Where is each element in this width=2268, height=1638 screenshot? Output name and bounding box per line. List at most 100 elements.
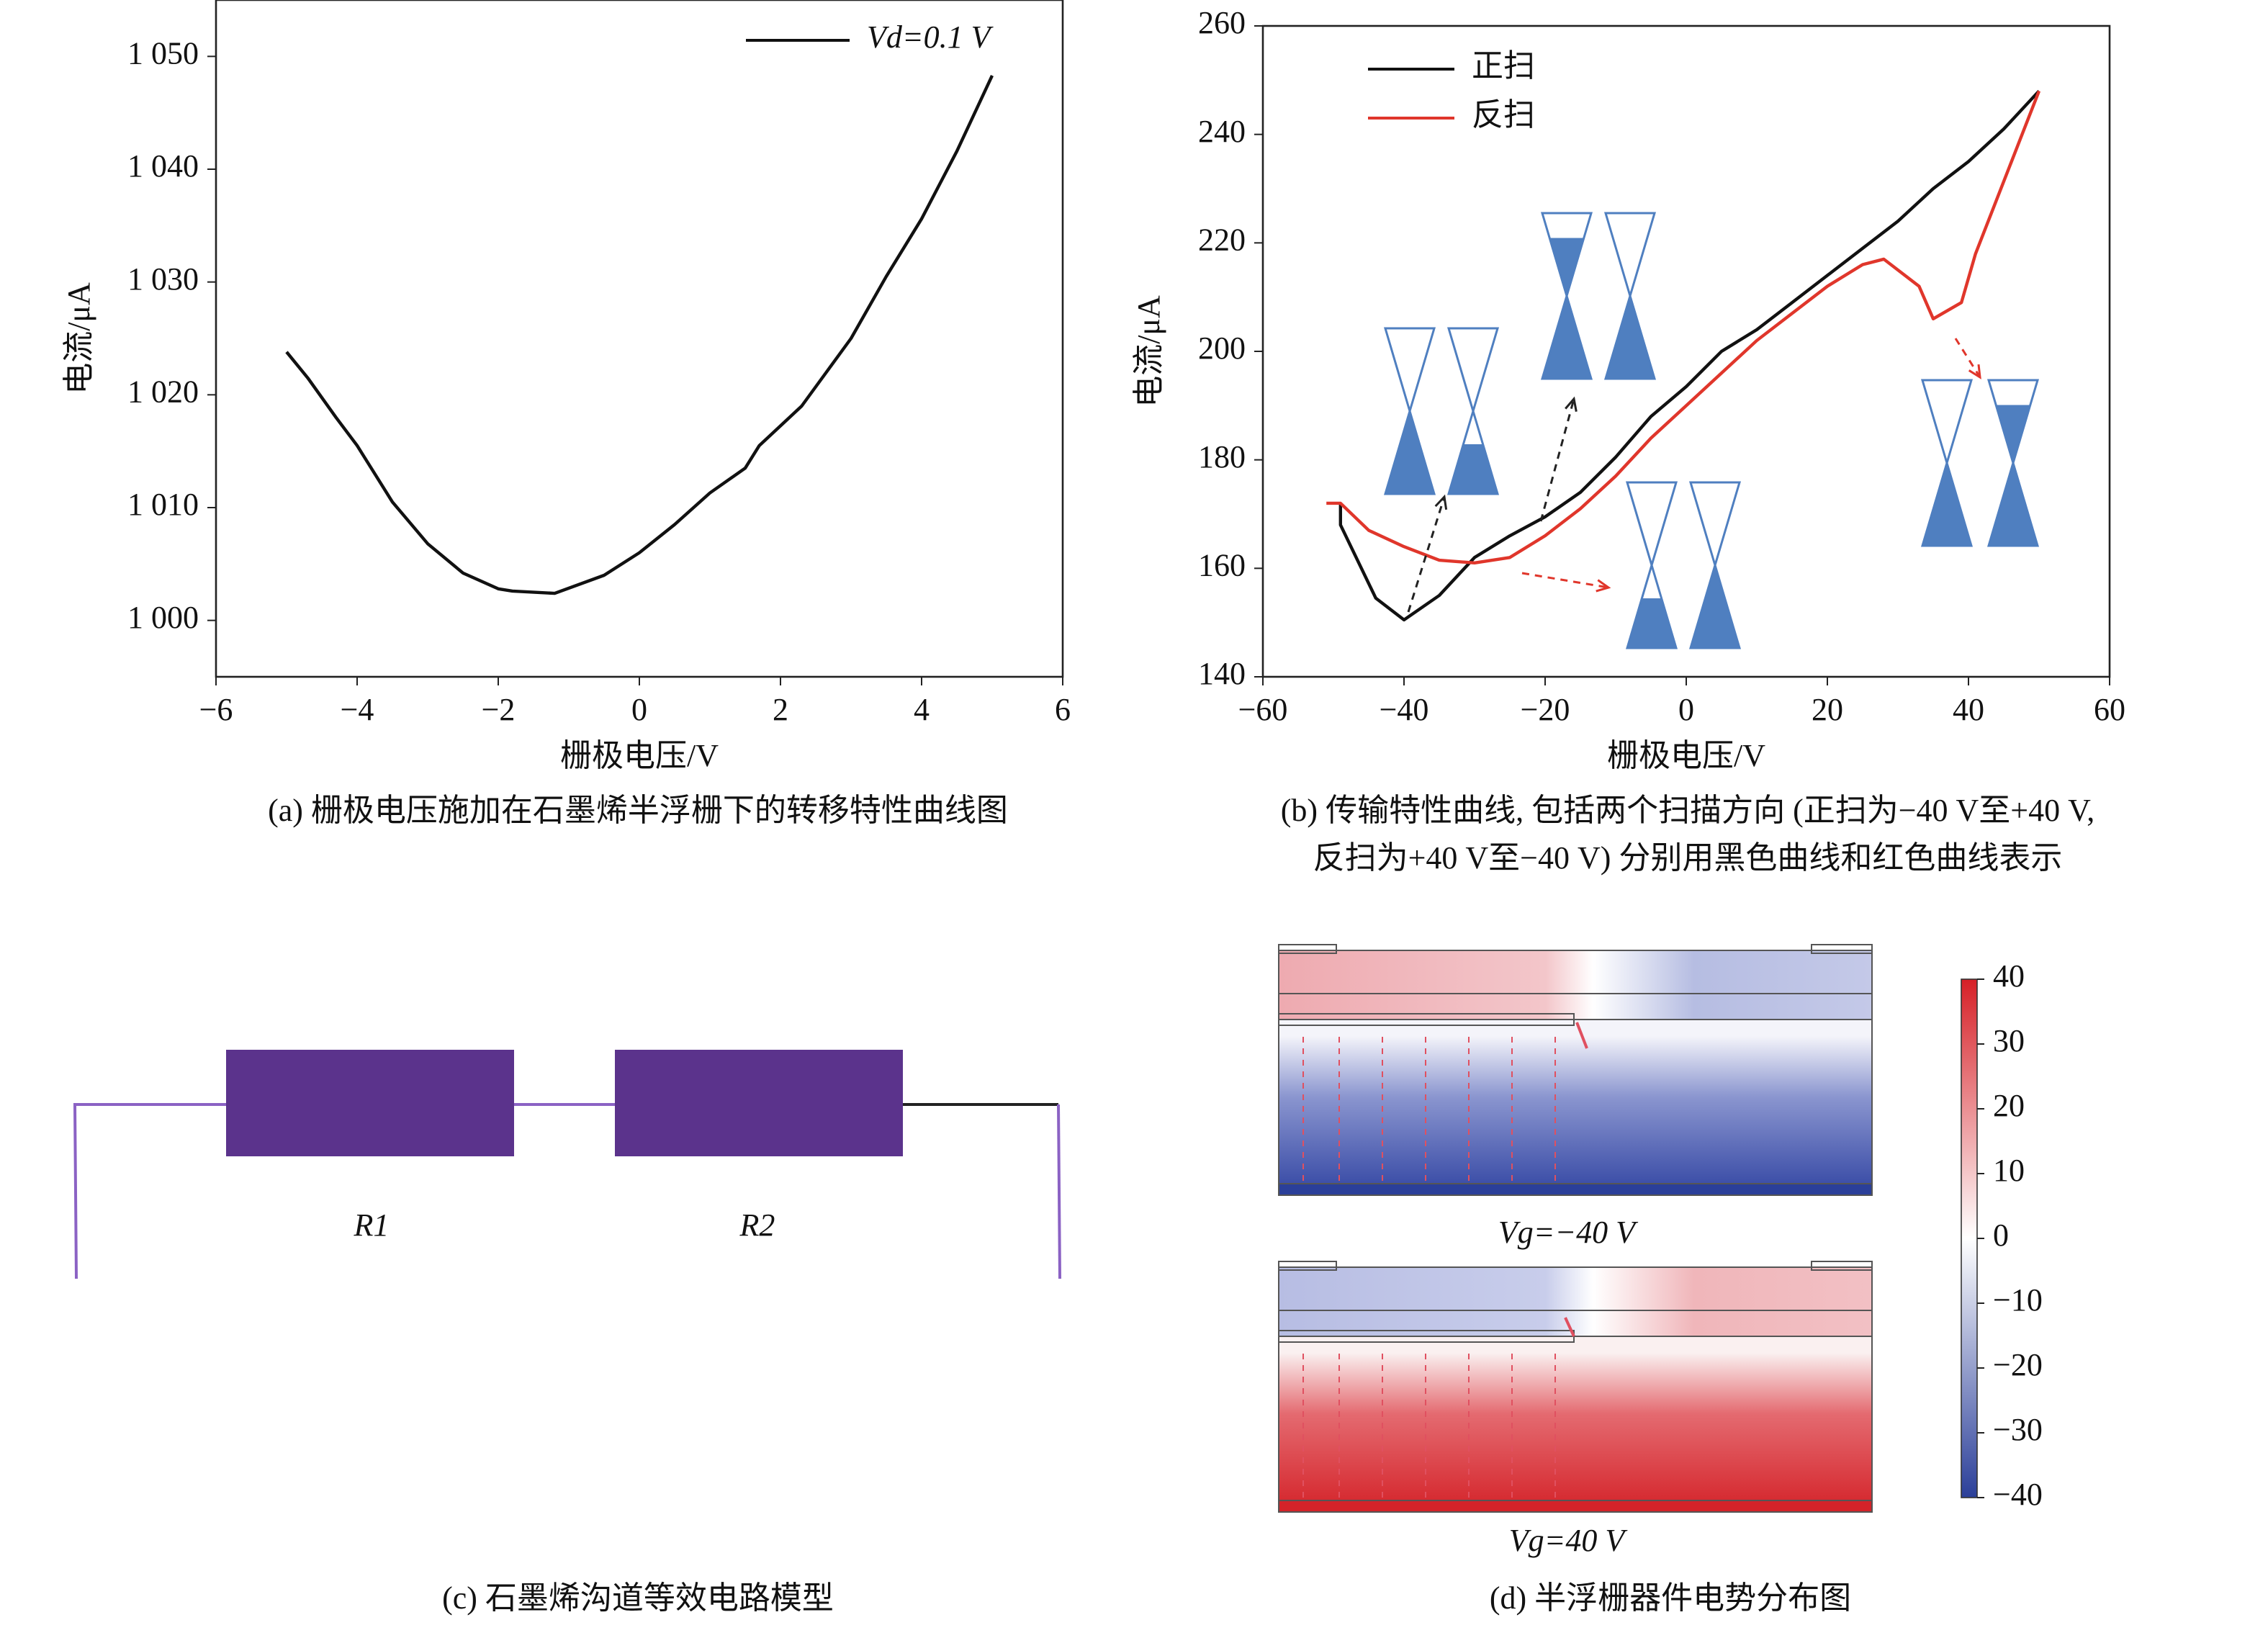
cone-fill xyxy=(1691,565,1740,648)
data-line xyxy=(285,75,994,595)
x-tick-label: 0 xyxy=(1678,692,1694,727)
dirac-cone xyxy=(1986,379,2040,547)
cone-fill xyxy=(1385,411,1434,494)
resistor-label: R1 xyxy=(354,1207,390,1243)
y-tick-label: 1 050 xyxy=(127,35,199,71)
field-arrows xyxy=(1302,1022,1588,1498)
colorbar-tick-label: 0 xyxy=(1993,1218,2009,1253)
colorbar-tick-label: 40 xyxy=(1993,958,2025,994)
x-axis-title: 栅极电压/V xyxy=(1607,738,1765,773)
y-tick-label: 220 xyxy=(1198,222,1246,257)
colorbar-tick-label: −20 xyxy=(1993,1347,2043,1382)
map-field xyxy=(1279,1500,1872,1512)
cone-outline xyxy=(1688,481,1742,649)
dirac-cone xyxy=(1446,327,1500,495)
resistor xyxy=(226,1050,514,1156)
x-tick-label: −40 xyxy=(1380,692,1429,727)
cone-outline xyxy=(1540,212,1593,380)
x-tick-label: −20 xyxy=(1521,692,1570,727)
y-tick-label: 180 xyxy=(1198,439,1246,474)
arrow-head xyxy=(1565,396,1578,412)
x-axis-title: 栅极电压/V xyxy=(560,738,719,773)
plot-frame xyxy=(1261,24,2111,678)
arrow-head xyxy=(1968,364,1981,379)
inset-arrow xyxy=(1539,398,1575,522)
data-line xyxy=(1326,90,2041,564)
caption: (a) 栅极电压施加在石墨烯半浮栅下的转移特性曲线图 xyxy=(268,793,1008,828)
colorbar-tick-label: 20 xyxy=(1993,1088,2025,1123)
y-tick-label: 240 xyxy=(1198,114,1246,149)
map-field xyxy=(1279,1184,1872,1195)
resistor-label: R2 xyxy=(739,1207,775,1243)
cone-outline xyxy=(1986,379,2040,547)
potential-map: Vg=−40 V Vg=40 V (d) 半浮栅器件电势分布图 xyxy=(1278,944,1978,1616)
circuit: R1 R2 (c) 石墨烯沟道等效电路模型 xyxy=(73,1050,1061,1616)
map-field xyxy=(1279,1267,1872,1336)
y-tick-label: 1 010 xyxy=(127,487,199,522)
x-tick-label: 60 xyxy=(2094,692,2125,727)
y-tick-label: 1 020 xyxy=(127,374,199,409)
x-tick-label: −2 xyxy=(482,692,516,727)
colorbar-tick-label: 10 xyxy=(1993,1153,2025,1188)
map-label: Vg=40 V xyxy=(1509,1523,1629,1558)
cone-fill xyxy=(1627,598,1676,648)
inset-arrow xyxy=(1521,572,1609,589)
legend-label: 反扫 xyxy=(1472,97,1535,132)
colorbar xyxy=(1961,978,1978,1498)
x-tick-label: −6 xyxy=(199,692,233,727)
inset-arrow xyxy=(1954,338,1981,378)
cone-fill xyxy=(1989,405,2038,546)
x-tick-label: 20 xyxy=(1812,692,1843,727)
x-tick-label: 2 xyxy=(773,692,788,727)
caption: (b) 传输特性曲线, 包括两个扫描方向 (正扫为−40 V至+40 V, xyxy=(1281,793,2094,828)
x-tick-label: 4 xyxy=(914,692,930,727)
cone-fill xyxy=(1606,296,1655,379)
dirac-cone xyxy=(1625,481,1678,649)
dirac-cone xyxy=(1920,379,1974,547)
data-line xyxy=(1338,89,2040,622)
caption: (c) 石墨烯沟道等效电路模型 xyxy=(442,1580,834,1616)
cone-outline xyxy=(1446,327,1500,495)
arrow-head xyxy=(1596,579,1611,593)
cone-fill xyxy=(1922,463,1971,546)
map-label: Vg=−40 V xyxy=(1498,1215,1639,1250)
inset-arrow xyxy=(1407,496,1446,613)
x-tick-label: −60 xyxy=(1238,692,1288,727)
caption: 反扫为+40 V至−40 V) 分别用黑色曲线和红色曲线表示 xyxy=(1313,840,2063,876)
y-tick-label: 1 040 xyxy=(127,148,199,184)
x-tick-label: 6 xyxy=(1055,692,1071,727)
y-axis-title: 电流/μA xyxy=(1131,295,1166,408)
plot-frame xyxy=(215,0,1064,678)
cone-outline xyxy=(1920,379,1974,547)
colorbar-tick-label: −40 xyxy=(1993,1477,2043,1512)
x-tick-label: 0 xyxy=(631,692,647,727)
dirac-cone xyxy=(1688,481,1742,649)
caption: (d) 半浮栅器件电势分布图 xyxy=(1490,1580,1851,1616)
colorbar-tick-label: −10 xyxy=(1993,1282,2043,1318)
wire xyxy=(73,1103,226,1279)
map-structure xyxy=(1278,1261,1873,1513)
x-tick-label: −4 xyxy=(341,692,374,727)
colorbar-tick-label: −30 xyxy=(1993,1412,2043,1447)
dirac-cone xyxy=(1603,212,1657,380)
cone-fill xyxy=(1449,444,1498,494)
resistor xyxy=(615,1050,903,1156)
legend-label: Vd=0.1 V xyxy=(867,19,994,55)
cone-outline xyxy=(1383,327,1436,495)
x-tick-label: 40 xyxy=(1953,692,1984,727)
y-tick-label: 1 000 xyxy=(127,600,199,635)
map-field xyxy=(1279,950,1872,1020)
cone-outline xyxy=(1625,481,1678,649)
dirac-cone xyxy=(1540,212,1593,380)
map-structure xyxy=(1278,944,1873,1196)
y-tick-label: 260 xyxy=(1198,5,1246,40)
arrow-head xyxy=(1434,494,1448,510)
y-tick-label: 160 xyxy=(1198,547,1246,582)
cone-fill xyxy=(1542,238,1591,379)
y-tick-label: 1 030 xyxy=(127,261,199,297)
y-tick-label: 200 xyxy=(1198,330,1246,366)
dirac-cone xyxy=(1383,327,1436,495)
